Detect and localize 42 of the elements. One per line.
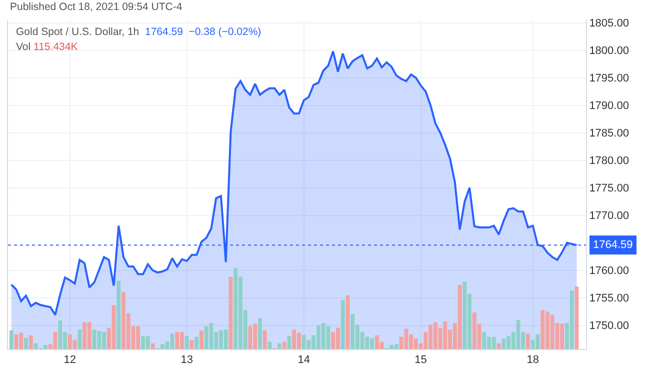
text: Published Oct 18, 2021 09:54 UTC-4 <box>10 1 182 13</box>
y-tick-label: 1770.00 <box>589 210 629 222</box>
bar <box>9 330 14 349</box>
bar <box>278 343 282 349</box>
bar <box>346 295 350 349</box>
bar <box>184 336 189 349</box>
bar <box>190 340 194 349</box>
x-tick-label: 14 <box>298 354 310 366</box>
bar <box>24 338 28 349</box>
bar <box>282 342 286 349</box>
x-tick-label: 18 <box>526 354 540 366</box>
bar <box>340 300 345 349</box>
bar <box>200 330 204 349</box>
y-tick-label: 1780.00 <box>589 155 629 168</box>
bar <box>258 318 262 349</box>
y-tick-label: 1750.00 <box>589 320 629 332</box>
bar <box>526 334 530 349</box>
bar <box>78 330 82 349</box>
y-tick-label: 1795.00 <box>589 72 629 85</box>
bar <box>574 286 579 349</box>
annotation: 115.434K <box>34 41 78 53</box>
y-tick-label: 1790.00 <box>589 100 629 112</box>
y-tick-label: 1800.00 <box>589 45 629 58</box>
y-tick-label: 1805.00 <box>589 18 629 30</box>
x-tick-label: 13 <box>180 354 193 366</box>
bar <box>228 276 233 349</box>
bar <box>116 280 121 349</box>
x-tick-label: 12 <box>64 354 76 366</box>
bar <box>28 335 33 349</box>
bar <box>194 336 199 349</box>
y-tick-label: 1785.00 <box>589 128 629 140</box>
y-tick-label: 1775.00 <box>589 182 629 195</box>
bar <box>262 330 267 349</box>
text: Gold Spot / U.S. Dollar, 1h <box>16 26 140 38</box>
annotation: 1764.59 −0.38 (−0.02%) <box>145 26 262 38</box>
bar <box>287 336 292 349</box>
bar <box>268 342 272 349</box>
ref-line-label: 1764.59 <box>593 239 633 251</box>
x-tick-label: 15 <box>414 354 427 366</box>
y-tick-label: 1755.00 <box>589 292 629 305</box>
annotation: Vol <box>16 41 31 53</box>
y-tick-label: 1760.00 <box>589 265 629 278</box>
